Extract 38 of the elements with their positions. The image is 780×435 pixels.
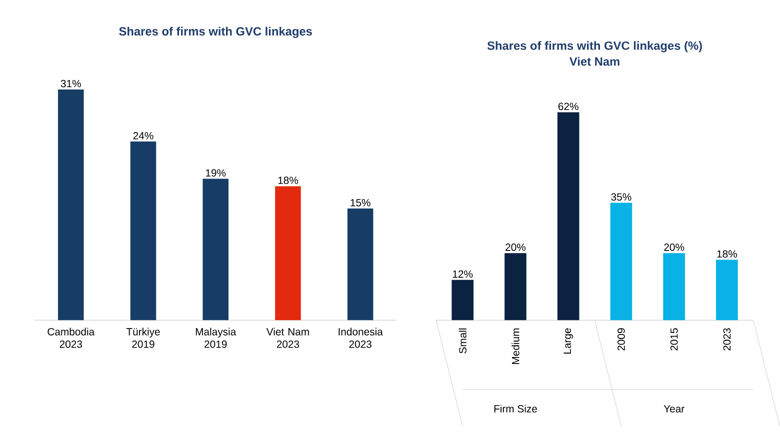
data-label: 20%	[664, 243, 684, 251]
chart-title: Shares of firms with GVC linkages (%)	[487, 41, 702, 52]
x-tick-label: Indonesia 2023	[338, 328, 383, 348]
x-tick-label: Viet Nam 2023	[266, 328, 309, 348]
x-tick-label: Medium	[512, 328, 520, 364]
x-tick-label: 2015	[670, 328, 678, 350]
data-label: 62%	[558, 102, 578, 110]
bar	[347, 208, 374, 320]
x-tick-label: Türkiye 2019	[126, 328, 160, 348]
x-tick-label: Large	[564, 328, 573, 354]
data-label: 18%	[717, 250, 737, 258]
text: Firm Size	[494, 404, 537, 412]
bar	[58, 89, 84, 320]
chart-subtitle: Viet Nam	[570, 56, 620, 66]
bar	[663, 253, 685, 320]
chart-title: Shares of firms with GVC linkages	[119, 26, 312, 38]
data-label: 20%	[506, 243, 526, 251]
data-label: 24%	[133, 132, 154, 140]
bar	[452, 280, 474, 320]
data-label: 35%	[611, 193, 632, 201]
bar	[557, 112, 580, 320]
text: Year	[664, 405, 684, 412]
bar	[716, 260, 738, 320]
bar	[130, 141, 156, 320]
data-label: 12%	[452, 270, 473, 278]
bar	[504, 253, 526, 320]
bar	[610, 202, 632, 320]
bar	[275, 186, 301, 320]
data-label: 19%	[206, 169, 226, 177]
data-label: 31%	[60, 80, 81, 88]
data-label: 18%	[278, 176, 298, 184]
x-tick-label: Malaysia 2019	[196, 328, 236, 348]
x-tick-label: 2023	[723, 328, 731, 350]
x-tick-label: Cambodia 2023	[48, 328, 95, 348]
data-label: 15%	[350, 198, 370, 206]
bar	[202, 178, 228, 320]
x-tick-label: Small	[458, 328, 466, 354]
x-tick-label: 2009	[618, 328, 625, 350]
